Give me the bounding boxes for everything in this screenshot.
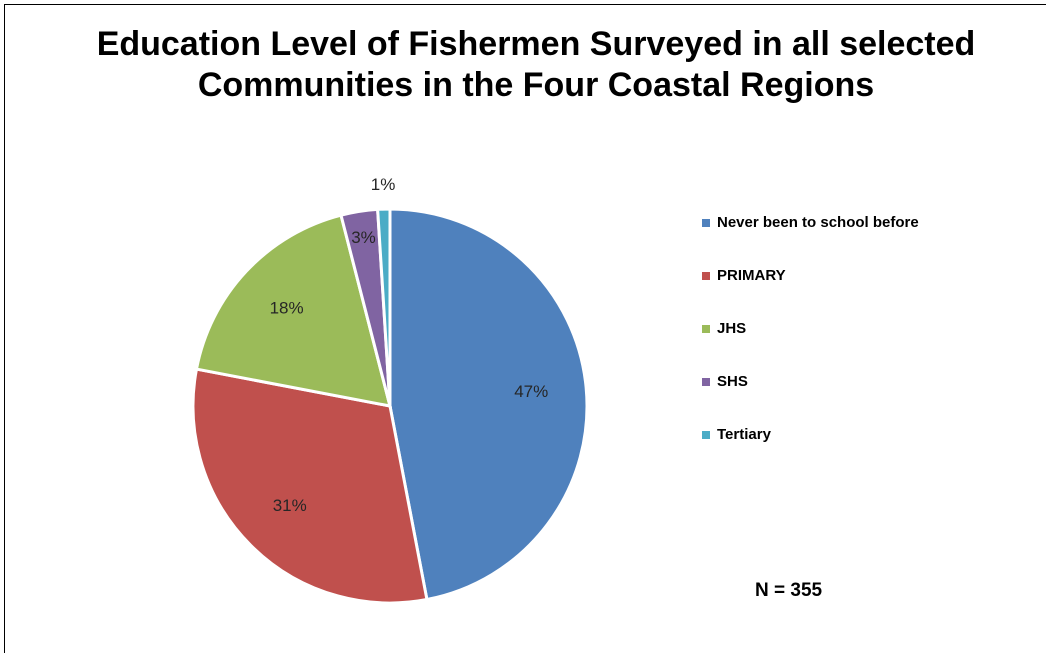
data-label-jhs: 18% — [270, 298, 304, 317]
data-label-primary: 31% — [273, 496, 307, 515]
pie-labels: 47% 31% 18% 3% 1% — [270, 175, 549, 515]
legend-label: Never been to school before — [717, 214, 919, 231]
pie-slice-jhs — [194, 213, 393, 408]
chart-title: Education Level of Fishermen Surveyed in… — [96, 25, 976, 104]
sample-size-note: N = 355 — [755, 580, 823, 601]
pie-slice-tertiary — [376, 207, 392, 407]
legend-item-never-been-to-school-before: Never been to school before — [702, 196, 919, 249]
data-label-shs: 3% — [351, 228, 376, 247]
legend-swatch — [702, 271, 710, 280]
pie-slices — [191, 207, 589, 605]
legend-label: JHS — [717, 320, 747, 337]
legend-label: Tertiary — [717, 426, 771, 443]
legend-label: SHS — [717, 373, 748, 390]
legend-item-shs: SHS — [702, 355, 919, 408]
legend-label: PRIMARY — [717, 267, 786, 284]
legend-swatch — [702, 218, 710, 227]
legend-swatch — [702, 377, 710, 386]
data-label-tertiary: 1% — [371, 175, 396, 194]
data-label-never-been-to-school-before: 47% — [514, 382, 548, 401]
legend-item-primary: PRIMARY — [702, 249, 919, 302]
legend-swatch — [702, 430, 710, 439]
legend-item-jhs: JHS — [702, 302, 919, 355]
pie-slice-primary — [191, 367, 429, 605]
legend-swatch — [702, 324, 710, 333]
pie-slice-never-been-to-school-before — [388, 207, 589, 602]
legend: Never been to school before PRIMARY JHS SHS… — [702, 196, 919, 461]
legend-item-tertiary: Tertiary — [702, 408, 919, 461]
